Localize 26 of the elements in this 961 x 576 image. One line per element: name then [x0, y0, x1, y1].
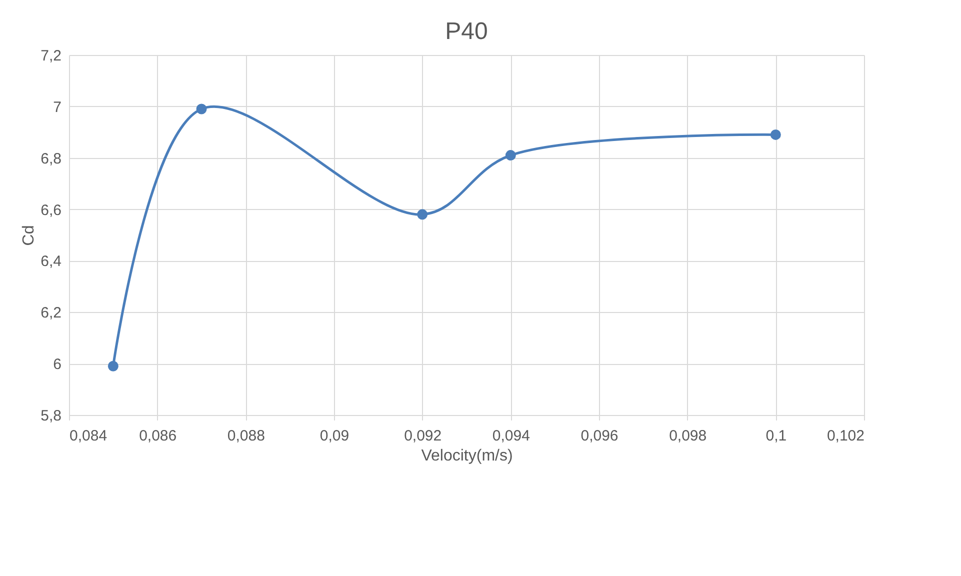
x-tick-label: 0,084: [70, 428, 108, 444]
y-axis-title: Cd: [20, 225, 38, 246]
y-tick-label: 6,4: [40, 253, 62, 270]
point: [770, 129, 781, 140]
x-tick-label: 0,096: [580, 428, 618, 444]
x-tick-label: 0,102: [826, 428, 864, 444]
y-tick-label: 7: [53, 98, 62, 116]
x-tick-label: 0,088: [227, 428, 265, 444]
x-tick-label: 0,092: [404, 428, 442, 444]
point: [108, 360, 118, 372]
x-tick-label: 0,098: [669, 428, 707, 444]
y-tick-label: 5,8: [40, 408, 62, 424]
y-tick-label: 6: [53, 356, 62, 374]
chart-title: P40: [445, 18, 488, 45]
y-tick-label: 6,8: [40, 150, 62, 168]
point: [505, 150, 516, 161]
x-axis-title: Velocity(m/s): [421, 448, 513, 464]
point: [196, 104, 207, 114]
x-tick-label: 0,1: [766, 428, 787, 444]
y-tick-label: 7,2: [40, 48, 62, 64]
y-tick-label: 6,2: [40, 304, 62, 322]
x-tick-label: 0,094: [492, 428, 530, 444]
x-tick-label: 0,086: [139, 428, 177, 444]
y-tick-label: 6,6: [40, 202, 62, 219]
x-tick-label: 0,09: [320, 428, 350, 444]
point: [417, 209, 428, 220]
